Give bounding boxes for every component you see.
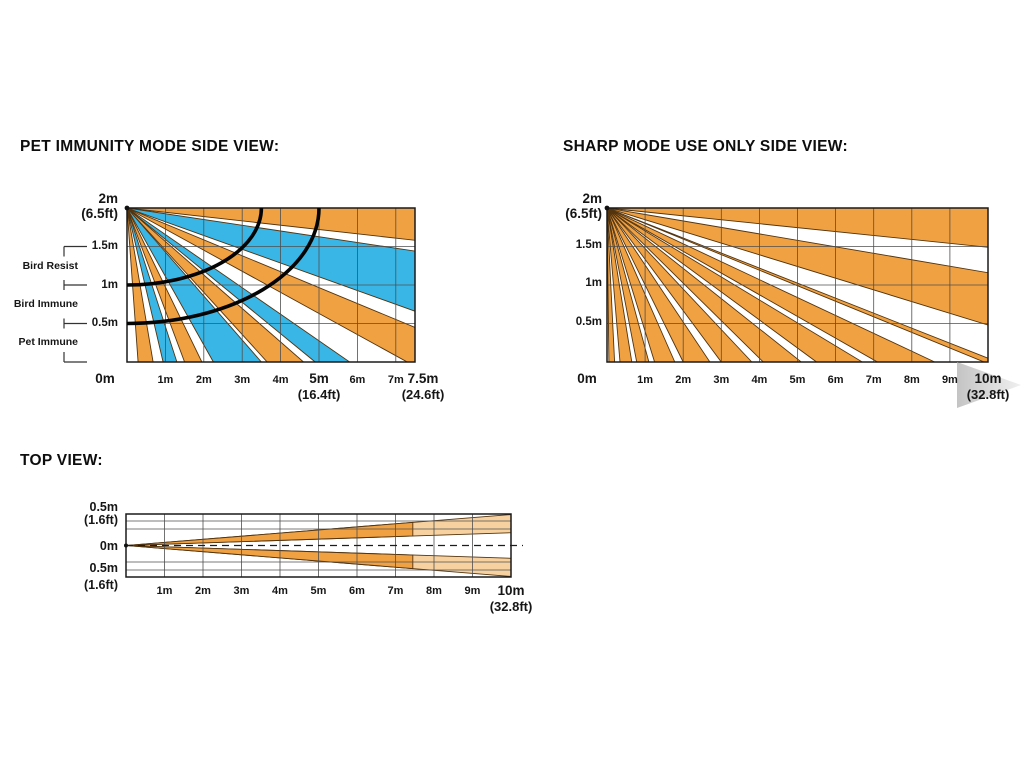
y-tick-label: 0.5m [89, 500, 119, 514]
y-tick-label: (1.6ft) [83, 513, 118, 527]
x-tick-label: 4m [272, 374, 289, 386]
gray-arrow-shape [957, 362, 1021, 408]
x-tick-sublabel: (32.8ft) [489, 599, 533, 614]
x-tick-label: 5m [309, 371, 329, 386]
pet-boundary-arc [126, 207, 264, 287]
sensor-origin-dot [604, 205, 610, 211]
x-tick-label: 2m [195, 585, 211, 597]
x-tick-label: 10m [974, 371, 1002, 386]
x-tick-label: 7.5m [407, 371, 439, 386]
plot-border [606, 207, 989, 363]
y-tick-label: 1m [585, 277, 602, 289]
top-view-title: TOP VIEW: [20, 452, 103, 469]
x-tick-label: 1m [157, 374, 174, 386]
x-tick-label: 8m [903, 374, 920, 386]
y-tick-label: 2m [582, 191, 602, 206]
x-tick-label: 7m [387, 374, 404, 386]
y-tick-label: 0.5m [89, 561, 119, 575]
y-tick-label: (6.5ft) [565, 206, 602, 221]
gray-arrow-watermark [957, 362, 1021, 408]
x-tick-label: 4m [751, 374, 768, 386]
x-tick-sublabel: (32.8ft) [966, 387, 1010, 402]
x-tick-label: 9m [941, 374, 958, 386]
zone-label: Bird Resist [22, 260, 78, 272]
x-tick-label: 8m [426, 585, 442, 597]
x-tick-label: 7m [865, 374, 882, 386]
x-tick-label: 0m [95, 371, 115, 386]
x-tick-label: 6m [827, 374, 844, 386]
x-tick-sublabel: (16.4ft) [297, 387, 341, 402]
pet-boundary-arc [126, 207, 321, 326]
x-tick-label: 2m [675, 374, 692, 386]
y-tick-label: (6.5ft) [81, 206, 118, 221]
x-tick-label: 3m [713, 374, 730, 386]
y-tick-label: 0m [99, 539, 118, 553]
top-view-figure [124, 513, 523, 578]
x-tick-label: 0m [577, 371, 597, 386]
x-tick-label: 3m [233, 585, 250, 597]
x-tick-sublabel: (24.6ft) [401, 387, 445, 402]
x-tick-label: 2m [195, 374, 212, 386]
x-tick-label: 7m [387, 585, 404, 597]
zone-label: Pet Immune [18, 336, 78, 348]
x-tick-label: 6m [349, 374, 366, 386]
x-tick-label: 3m [234, 374, 251, 386]
y-tick-label: 1.5m [575, 239, 602, 251]
pet-immunity-title: PET IMMUNITY MODE SIDE VIEW: [20, 138, 280, 155]
x-tick-label: 4m [272, 585, 288, 597]
sensor-origin-dot [124, 205, 130, 211]
pet-zone-bracket [63, 245, 87, 363]
top-beam-near-upper [125, 521, 414, 546]
y-tick-label: 1m [101, 279, 118, 291]
x-tick-label: 1m [156, 585, 173, 597]
x-tick-label: 5m [310, 585, 327, 597]
pet-immunity-side-view-figure [124, 205, 416, 363]
x-tick-label: 1m [637, 374, 654, 386]
x-tick-label: 9m [464, 585, 481, 597]
y-tick-label: 2m [98, 191, 118, 206]
y-tick-label: 0.5m [91, 317, 118, 329]
x-tick-label: 6m [349, 585, 365, 597]
y-tick-label: (1.6ft) [83, 578, 118, 592]
sharp-mode-title: SHARP MODE USE ONLY SIDE VIEW: [563, 138, 848, 155]
y-tick-label: 1.5m [91, 240, 118, 252]
sharp-mode-side-view-figure [604, 205, 989, 363]
top-beam-near-lower [125, 545, 414, 570]
sensor-origin-dot [124, 543, 128, 548]
x-tick-label: 10m [497, 583, 525, 598]
y-tick-label: 0.5m [575, 316, 602, 328]
x-tick-label: 5m [789, 374, 806, 386]
zone-label: Bird Immune [13, 298, 78, 310]
